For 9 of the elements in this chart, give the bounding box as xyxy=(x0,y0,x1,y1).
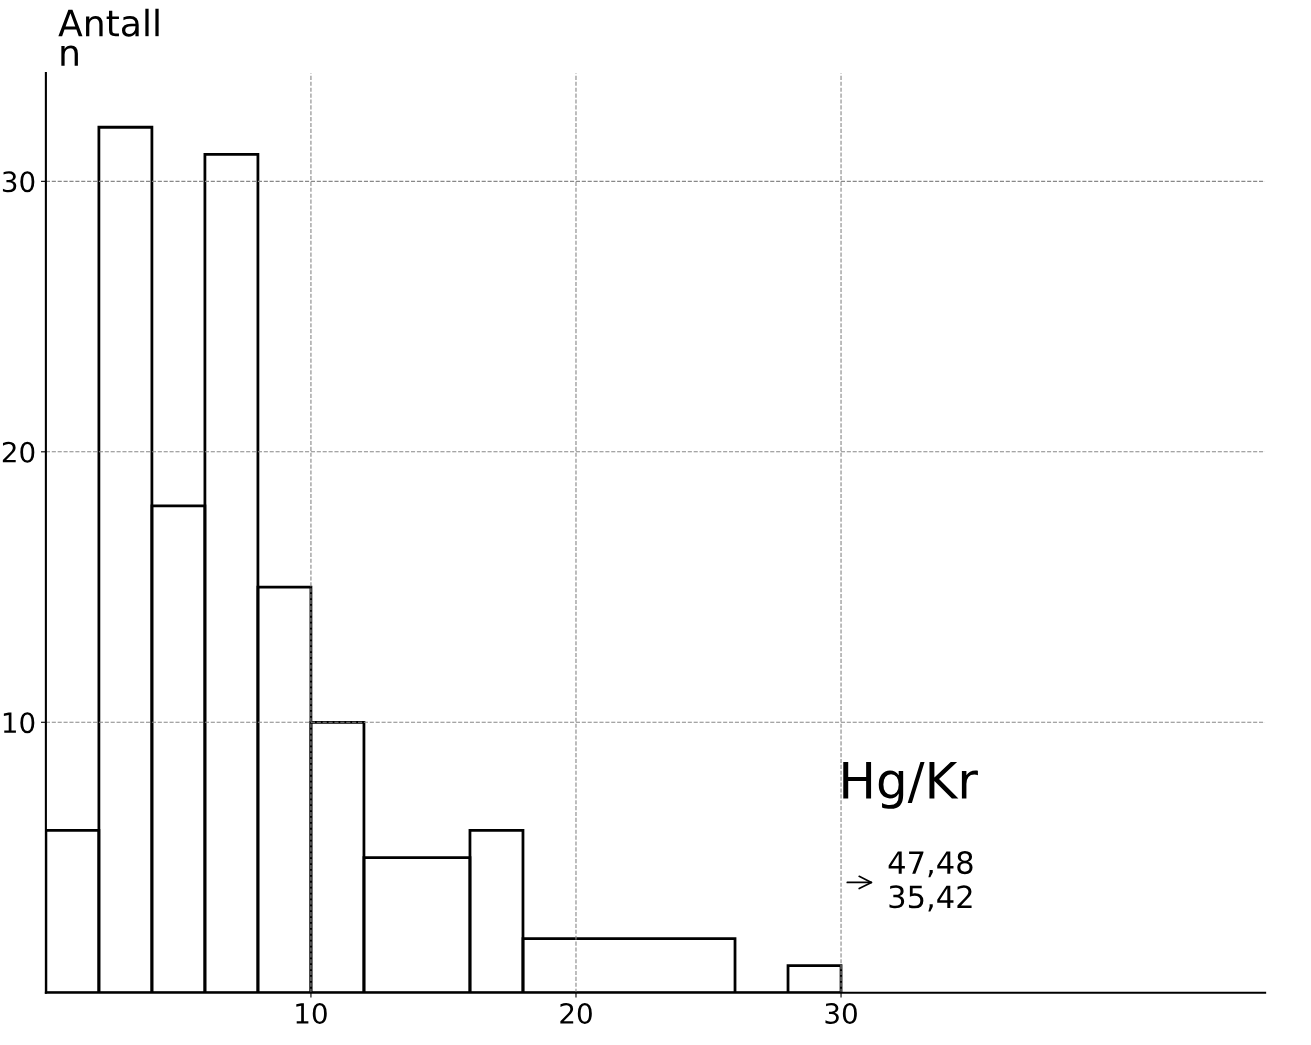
y-tick-label: 20 xyxy=(2,441,35,463)
y-axis-title: Antall n xyxy=(58,8,159,66)
y-tick-label: 30 xyxy=(2,171,35,193)
x-tick-label: 30 xyxy=(825,1002,857,1024)
x-axis-title: Hg/Kr xyxy=(843,761,978,809)
x-tick-label: 10 xyxy=(296,1002,327,1024)
y-tick-label: 10 xyxy=(3,712,35,734)
x-tick-label: 20 xyxy=(560,1002,592,1024)
annotation: 47,48 35,42 xyxy=(888,851,973,912)
